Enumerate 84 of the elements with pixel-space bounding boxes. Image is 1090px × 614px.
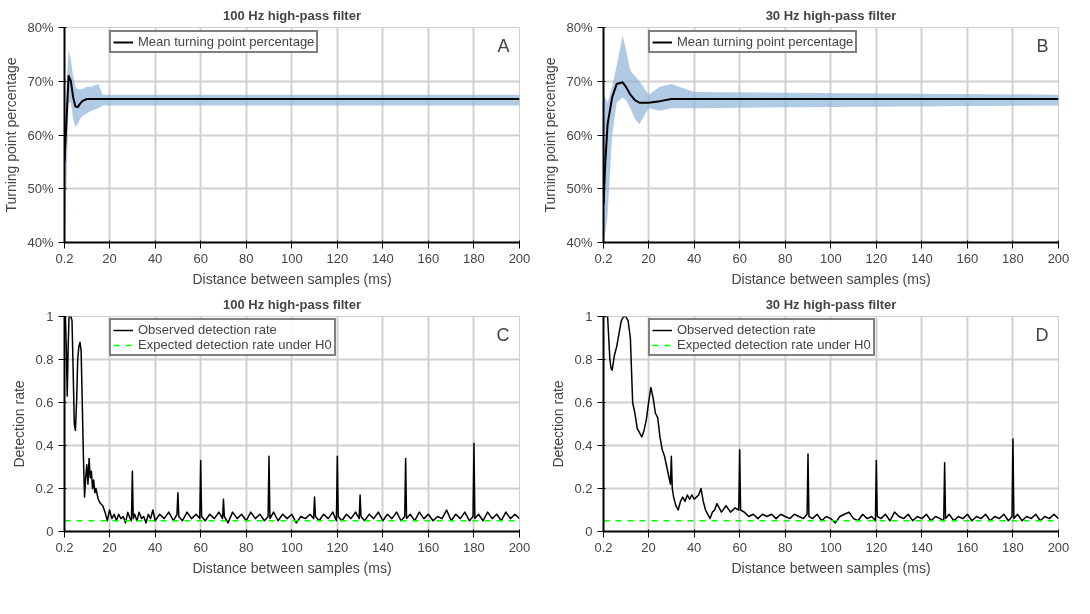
x-tick-label: 140 [372, 539, 394, 555]
annotation: C [496, 324, 510, 345]
x-tick-label: 80 [239, 250, 254, 266]
x-tick-label: 140 [911, 250, 933, 266]
x-tick-label: 40 [686, 250, 702, 266]
y-tick-label: 80% [27, 20, 54, 35]
x-tick-label: 100 [819, 539, 842, 555]
x-tick-label: 20 [641, 539, 656, 555]
y-axis-title: Detection rate [11, 380, 28, 468]
y-tick-label: 0 [585, 524, 593, 539]
x-tick-label: 200 [1047, 539, 1070, 555]
annotation: B [1036, 35, 1049, 56]
x-tick-label: 20 [102, 250, 117, 266]
y-tick-label: 0.4 [35, 438, 54, 453]
y-tick-label: 0.2 [574, 481, 593, 496]
y-tick-label: 50% [566, 181, 593, 197]
x-tick-label: 80 [778, 539, 793, 555]
x-tick-label: 100 [280, 539, 303, 555]
x-tick-label: 160 [956, 539, 979, 555]
chart-title: 100 Hz high-pass filter [223, 296, 361, 312]
x-tick-label: 60 [732, 539, 747, 555]
y-tick-label: 0 [46, 524, 54, 539]
y-tick-label: 0.8 [35, 352, 54, 367]
x-tick-label: 60 [193, 250, 208, 266]
x-tick-label: 120 [326, 539, 349, 555]
x-tick-label: 20 [641, 250, 656, 266]
y-tick-label: 0.8 [574, 352, 593, 367]
x-tick-label: 20 [102, 539, 117, 555]
x-tick-label: 140 [372, 250, 394, 266]
x-tick-label: 80 [778, 250, 793, 266]
x-tick-label: 120 [865, 250, 888, 266]
y-tick-label: 1 [585, 309, 593, 324]
x-tick-label: 120 [865, 539, 888, 555]
y-axis-title: Detection rate [550, 380, 567, 468]
x-tick-label: 40 [147, 250, 163, 266]
y-tick-label: 60% [27, 127, 54, 143]
y-tick-label: 0.2 [35, 481, 54, 496]
y-tick-label: 70% [566, 73, 593, 89]
y-tick-label: 80% [566, 20, 593, 35]
y-axis-title: Turning point percentage [3, 57, 20, 213]
y-axis-title: Turning point percentage [542, 57, 559, 213]
annotation: D [1035, 324, 1049, 345]
x-axis-title: Distance between samples (ms) [731, 270, 931, 287]
x-tick-label: 180 [1002, 539, 1024, 555]
y-tick-label: 40% [27, 235, 54, 250]
y-tick-label: 70% [27, 73, 54, 89]
legend-label: Mean turning point percentage [677, 34, 854, 49]
legend-label: Observed detection rate [677, 322, 816, 337]
x-tick-label: 120 [326, 250, 349, 266]
x-tick-label: 200 [508, 539, 531, 555]
x-tick-label: 140 [911, 539, 933, 555]
chart-title: 30 Hz high-pass filter [765, 296, 897, 312]
x-tick-label: 200 [1047, 250, 1070, 266]
y-tick-label: 0.6 [35, 395, 54, 410]
x-tick-label: 180 [1002, 250, 1024, 266]
chart-title: 30 Hz high-pass filter [765, 7, 897, 23]
y-tick-label: 1 [46, 309, 54, 324]
x-tick-label: 60 [193, 539, 208, 555]
x-tick-label: 180 [463, 539, 485, 555]
y-tick-label: 60% [566, 127, 593, 143]
x-axis-title: Distance between samples (ms) [731, 559, 931, 576]
x-tick-label: 180 [463, 250, 485, 266]
legend-label: Expected detection rate under H0 [138, 337, 332, 352]
y-tick-label: 0.6 [574, 395, 593, 410]
y-tick-label: 50% [27, 181, 54, 197]
x-tick-label: 200 [508, 250, 531, 266]
x-tick-label: 60 [732, 250, 747, 266]
x-tick-label: 40 [686, 539, 702, 555]
x-axis-title: Distance between samples (ms) [192, 559, 392, 576]
x-tick-label: 160 [956, 250, 979, 266]
legend-label: Observed detection rate [138, 322, 277, 337]
x-axis-title: Distance between samples (ms) [192, 270, 392, 287]
x-tick-label: 100 [819, 250, 842, 266]
chart-title: 100 Hz high-pass filter [223, 7, 361, 23]
legend-label: Mean turning point percentage [138, 34, 315, 49]
y-tick-label: 0.4 [574, 438, 593, 453]
x-tick-label: 160 [417, 539, 440, 555]
x-tick-label: 160 [417, 250, 440, 266]
x-tick-label: 40 [147, 539, 163, 555]
x-tick-label: 100 [280, 250, 303, 266]
y-tick-label: 40% [566, 235, 593, 250]
legend-label: Expected detection rate under H0 [677, 337, 871, 352]
annotation: A [497, 35, 510, 56]
x-tick-label: 80 [239, 539, 254, 555]
